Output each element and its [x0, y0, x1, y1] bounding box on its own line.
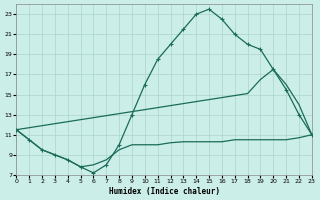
- X-axis label: Humidex (Indice chaleur): Humidex (Indice chaleur): [108, 187, 220, 196]
